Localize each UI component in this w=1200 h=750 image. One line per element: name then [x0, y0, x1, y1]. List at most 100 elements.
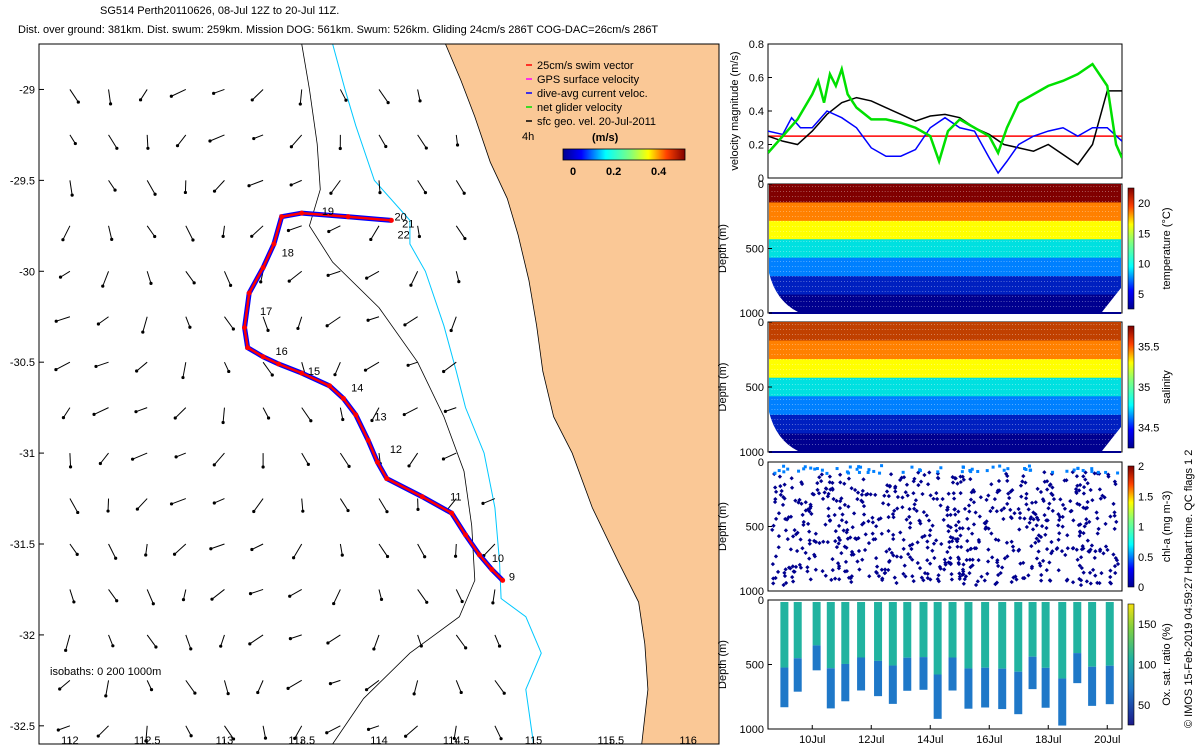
sfc-velocity-arrowhead — [452, 736, 456, 740]
time-tick-label: 10Jul — [799, 734, 825, 746]
chl-point-surface — [820, 468, 824, 472]
day-label: 22 — [398, 230, 410, 242]
track-point — [384, 476, 390, 482]
chl-point — [967, 557, 973, 562]
chl-point — [826, 513, 831, 519]
chl-point — [783, 580, 789, 586]
sfc-velocity-arrow — [339, 452, 350, 467]
day-label: 13 — [374, 411, 386, 423]
chl-point — [873, 569, 879, 575]
sfc-velocity-arrow — [171, 498, 186, 505]
sfc-velocity-arrowhead — [457, 280, 461, 284]
sfc-velocity-arrowhead — [70, 193, 74, 197]
sfc-velocity-arrow — [185, 225, 194, 241]
chl-point — [928, 528, 933, 533]
chl-point — [911, 491, 916, 496]
chl-point — [995, 558, 1000, 563]
chl-point — [801, 519, 806, 525]
chl-point-surface — [1065, 469, 1069, 473]
chl-point — [1020, 576, 1026, 581]
sfc-velocity-arrow — [105, 680, 110, 696]
sfc-velocity-arrow — [483, 543, 496, 556]
sfc-velocity-arrowhead — [101, 284, 105, 288]
sfc-velocity-arrow — [69, 453, 72, 467]
chl-point — [780, 502, 786, 508]
chl-point-surface — [939, 466, 943, 470]
chl-point — [1038, 489, 1044, 495]
chl-point — [1031, 517, 1036, 522]
chl-point — [1113, 481, 1118, 487]
sfc-velocity-arrow — [417, 634, 422, 647]
section-y-tick-label: 500 — [746, 382, 764, 394]
chl-point — [947, 545, 952, 550]
chl-point — [978, 495, 983, 500]
sfc-velocity-arrowhead — [384, 144, 388, 149]
ox-column — [1014, 602, 1023, 672]
sfc-velocity-arrow — [339, 498, 349, 511]
chl-point — [1112, 510, 1117, 515]
chl-point — [975, 579, 980, 584]
sfc-velocity-arrowhead — [183, 190, 188, 195]
chl-point — [1039, 523, 1045, 529]
title-line-2: Dist. over ground: 381km. Dist. swum: 25… — [18, 24, 659, 36]
chl-point — [819, 472, 824, 477]
sfc-velocity-arrowhead — [115, 599, 119, 603]
chl-point — [1085, 538, 1090, 543]
sfc-velocity-arrowhead — [172, 552, 177, 556]
chl-point — [836, 523, 842, 529]
sfc-velocity-arrow — [253, 498, 264, 512]
chl-point — [1020, 479, 1025, 484]
sfc-velocity-arrowhead — [212, 463, 216, 467]
legend-gps: GPS surface velocity — [526, 74, 640, 86]
sfc-velocity-arrow — [145, 725, 148, 741]
chl-point — [946, 529, 951, 534]
chl-point — [1071, 518, 1076, 523]
section-y-tick-label: 500 — [746, 660, 764, 672]
sfc-velocity-arrowhead — [106, 509, 110, 513]
chl-point — [822, 490, 827, 495]
chl-point — [930, 548, 935, 553]
chl-point-surface — [961, 465, 965, 469]
chl-point — [861, 504, 867, 509]
chl-point — [1039, 572, 1044, 578]
sfc-velocity-arrow — [417, 589, 428, 603]
chl-point — [886, 559, 892, 565]
sfc-velocity-arrowhead — [149, 688, 154, 692]
sfc-velocity-arrow — [251, 89, 264, 101]
chl-point — [1098, 496, 1103, 501]
chl-point — [840, 512, 845, 517]
chl-point — [965, 516, 970, 522]
track-point — [340, 396, 346, 402]
chl-point — [892, 575, 897, 580]
chl-point — [782, 570, 787, 575]
sfc-velocity-arrow — [407, 361, 418, 366]
sfc-velocity-arrowhead — [135, 369, 139, 373]
sfc-velocity-arrowhead — [247, 184, 251, 188]
chl-point — [805, 569, 810, 574]
chl-point — [830, 567, 835, 573]
chl-point — [865, 491, 870, 497]
day-label: 20 — [394, 211, 406, 223]
sfc-velocity-arrow — [59, 679, 71, 690]
chl-point — [1024, 502, 1029, 507]
chl-point — [823, 573, 828, 578]
chl-point — [1049, 491, 1054, 496]
chl-point — [800, 546, 805, 551]
chl-point — [884, 489, 890, 494]
section-band — [769, 276, 1121, 296]
chl-point — [886, 528, 891, 534]
chl-point — [985, 559, 991, 564]
chl-point — [948, 534, 953, 540]
chl-point — [988, 508, 993, 514]
sfc-velocity-arrow — [328, 225, 341, 232]
chl-point-surface — [857, 470, 861, 474]
chl-point — [893, 489, 898, 494]
sfc-velocity-arrow — [95, 361, 109, 367]
chl-point — [1057, 531, 1062, 536]
sfc-velocity-arrow — [370, 225, 380, 240]
chl-point — [962, 506, 968, 512]
legend-gps-label: GPS surface velocity — [537, 74, 640, 86]
chl-point — [912, 502, 917, 507]
chl-point — [1073, 487, 1079, 492]
chl-point — [826, 506, 831, 511]
